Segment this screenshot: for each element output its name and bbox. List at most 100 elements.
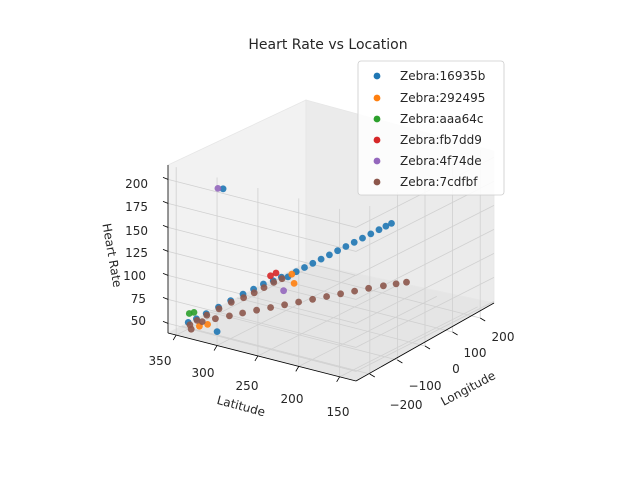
- legend-label: Zebra:292495: [400, 91, 485, 105]
- latitude-axis-line: [167, 332, 357, 382]
- data-point: [309, 259, 317, 267]
- heart-rate-gridline: [167, 205, 495, 276]
- data-point: [351, 287, 358, 295]
- z-tick-mark: [162, 321, 169, 324]
- data-point: [337, 290, 344, 298]
- legend-marker: [373, 94, 381, 102]
- data-point: [267, 304, 274, 311]
- legend-marker: [373, 157, 381, 165]
- y-tick-label: 150: [327, 405, 350, 419]
- data-point: [190, 309, 198, 316]
- legend-marker: [373, 178, 381, 186]
- y-tick-mark: [336, 376, 340, 383]
- data-point: [198, 318, 206, 325]
- heart-rate-gridline: [167, 229, 495, 300]
- series-zebra-7cdfbf: [186, 275, 410, 333]
- data-point: [388, 220, 395, 227]
- data-point: [187, 325, 195, 333]
- series-zebra-aaa64c: [185, 309, 198, 317]
- data-point: [309, 295, 316, 303]
- z-tick-mark: [162, 297, 169, 300]
- legend-marker: [373, 136, 381, 144]
- data-point: [380, 282, 387, 290]
- data-point: [270, 279, 278, 286]
- x-tick-label: 100: [464, 346, 487, 360]
- z-tick-mark: [162, 249, 169, 252]
- y-tick-mark: [213, 345, 218, 351]
- chart-title: Heart Rate vs Location: [248, 37, 407, 53]
- y-tick-label: 350: [149, 354, 172, 368]
- x-tick-label: 0: [452, 362, 460, 376]
- x-tick-mark: [424, 345, 431, 350]
- series-zebra-292495: [196, 270, 298, 330]
- legend-label: Zebra:4f74de: [400, 154, 482, 168]
- series-zebra-4f74de: [214, 185, 287, 295]
- scatter-points: [184, 185, 410, 335]
- axis-lines: [167, 165, 495, 382]
- data-point: [213, 328, 221, 335]
- data-point: [350, 238, 358, 246]
- z-tick-label: 75: [131, 292, 146, 306]
- data-point: [392, 280, 400, 288]
- z-tick-mark: [162, 273, 169, 276]
- heart-rate-tick-labels: 50 75 100 125 150 175 200: [123, 177, 148, 328]
- data-point: [278, 275, 286, 283]
- z-tick-mark: [162, 177, 169, 180]
- data-point: [323, 293, 330, 300]
- data-point: [260, 284, 268, 291]
- data-point: [334, 247, 341, 255]
- heart-rate-gridline: [167, 181, 495, 252]
- data-point: [281, 301, 288, 309]
- data-point: [280, 287, 287, 295]
- legend-markers: [373, 72, 381, 186]
- legend-label: Zebra:fb7dd9: [400, 133, 482, 147]
- legend-label: Zebra:16935b: [400, 69, 485, 83]
- y-tick-mark: [254, 355, 259, 362]
- z-tick-label: 125: [125, 246, 148, 260]
- data-point: [288, 270, 296, 278]
- data-point: [301, 264, 308, 271]
- series-zebra-fb7dd9: [267, 269, 280, 280]
- x-tick-label: −100: [409, 379, 442, 393]
- y-tick-label: 200: [281, 392, 304, 406]
- data-point: [326, 251, 333, 259]
- y-tick-label: 250: [236, 379, 259, 393]
- longitude-axis-line: [355, 302, 495, 382]
- data-point: [253, 306, 260, 314]
- y-tick-label: 300: [192, 366, 215, 380]
- legend-label: Zebra:7cdfbf: [400, 175, 478, 189]
- data-point: [290, 280, 298, 287]
- data-point: [240, 294, 248, 302]
- data-point: [375, 226, 383, 234]
- data-point: [365, 284, 372, 292]
- data-point: [267, 272, 274, 280]
- data-point: [317, 255, 325, 263]
- data-point: [212, 315, 219, 323]
- x-tick-mark: [452, 331, 458, 336]
- tick-marks: [162, 177, 486, 383]
- data-point: [403, 278, 410, 286]
- data-point: [239, 309, 247, 317]
- x-tick-label: −200: [390, 398, 423, 412]
- legend: Zebra:16935b Zebra:292495 Zebra:aaa64c Z…: [357, 60, 505, 196]
- legend-label: Zebra:aaa64c: [400, 112, 483, 126]
- y-tick-mark: [295, 366, 300, 372]
- data-point: [367, 230, 375, 238]
- data-point: [215, 305, 223, 313]
- x-tick-mark: [397, 359, 403, 364]
- heart-rate-gridline: [167, 253, 495, 324]
- data-point: [382, 222, 390, 230]
- y-tick-mark: [172, 334, 177, 341]
- legend-marker: [373, 115, 381, 123]
- longitude-tick-labels: −200 −100 0 100 200: [390, 330, 515, 412]
- data-point: [227, 298, 235, 306]
- x-tick-label: 200: [492, 330, 515, 344]
- z-tick-label: 175: [125, 200, 148, 214]
- data-point: [250, 289, 258, 297]
- legend-frame: [357, 60, 505, 196]
- data-point: [204, 321, 212, 328]
- x-tick-mark: [369, 373, 376, 378]
- data-point: [295, 298, 302, 306]
- z-tick-label: 200: [125, 177, 148, 191]
